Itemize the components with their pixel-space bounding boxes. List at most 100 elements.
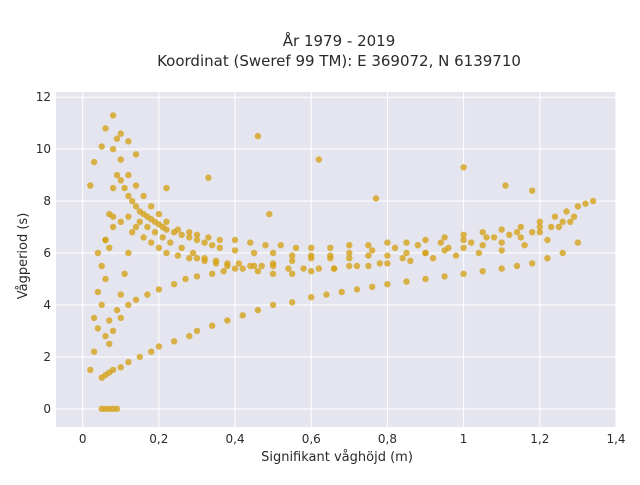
data-point xyxy=(201,255,208,262)
data-point xyxy=(94,288,102,296)
data-point xyxy=(582,200,589,207)
data-point xyxy=(555,223,563,231)
data-point xyxy=(559,218,566,225)
data-point xyxy=(216,244,223,251)
data-point xyxy=(121,184,128,192)
y-axis-label: Vågperiod (s) xyxy=(16,213,31,300)
data-point xyxy=(163,218,170,225)
data-point xyxy=(94,249,102,257)
data-point xyxy=(117,177,125,184)
data-point xyxy=(365,242,372,249)
data-point xyxy=(239,312,246,319)
data-point xyxy=(365,252,372,259)
data-point xyxy=(369,283,376,290)
data-point xyxy=(170,338,178,345)
data-point xyxy=(574,203,582,210)
data-point xyxy=(498,239,505,246)
data-point xyxy=(327,255,334,262)
data-point xyxy=(475,249,483,257)
data-point xyxy=(106,244,113,251)
data-point xyxy=(346,262,353,270)
data-point xyxy=(346,255,353,262)
data-point xyxy=(513,229,521,236)
data-point xyxy=(121,270,128,277)
data-point xyxy=(212,260,220,267)
data-point xyxy=(125,171,132,179)
x-tick-label: 1,4 xyxy=(606,432,625,446)
data-point xyxy=(369,247,376,254)
data-point xyxy=(346,242,353,249)
data-point xyxy=(193,327,201,335)
data-point xyxy=(384,260,391,267)
data-point xyxy=(498,265,505,272)
data-point xyxy=(365,262,372,270)
data-point xyxy=(548,223,555,231)
data-point xyxy=(327,244,334,251)
data-point xyxy=(269,270,277,277)
data-point xyxy=(376,260,383,267)
data-point xyxy=(315,265,323,272)
data-point xyxy=(216,236,223,244)
data-point xyxy=(109,145,117,153)
data-point xyxy=(441,234,448,241)
data-point xyxy=(384,281,391,288)
data-point xyxy=(517,234,524,241)
data-point xyxy=(224,317,231,324)
data-point xyxy=(189,249,197,257)
data-point xyxy=(220,268,227,275)
y-axis-ticks: 0 2 4 6 8 10 12 xyxy=(36,90,51,416)
data-point xyxy=(102,332,109,340)
data-point xyxy=(269,262,277,270)
data-point xyxy=(429,255,437,262)
data-point xyxy=(517,223,524,231)
data-point xyxy=(346,249,353,257)
data-point xyxy=(94,325,102,332)
x-tick-label: 1 xyxy=(460,432,468,446)
data-point xyxy=(125,213,132,220)
data-point xyxy=(125,301,132,309)
data-point xyxy=(209,270,216,277)
data-point xyxy=(460,231,467,238)
data-point xyxy=(136,353,143,361)
x-tick-label: 0,8 xyxy=(378,432,397,446)
data-point xyxy=(125,358,132,366)
data-point xyxy=(589,197,597,205)
data-point xyxy=(90,314,98,322)
data-point xyxy=(250,249,258,257)
x-tick-label: 1,2 xyxy=(530,432,549,446)
grid xyxy=(56,92,617,427)
data-point xyxy=(186,234,193,241)
data-point xyxy=(269,249,277,257)
data-point xyxy=(109,184,117,192)
data-point xyxy=(117,130,125,137)
chart-title: År 1979 - 2019 xyxy=(283,31,396,50)
data-point xyxy=(109,223,117,231)
data-point xyxy=(300,265,307,272)
data-point xyxy=(136,218,143,225)
data-point xyxy=(113,135,121,142)
data-point xyxy=(113,306,121,314)
data-point xyxy=(117,314,125,322)
x-tick-label: 0,2 xyxy=(149,432,168,446)
data-point xyxy=(399,255,406,262)
data-point xyxy=(155,286,163,293)
data-point xyxy=(536,223,543,231)
data-point xyxy=(132,182,140,189)
data-point xyxy=(117,291,125,298)
data-point xyxy=(109,327,117,335)
data-point xyxy=(521,242,528,249)
data-point xyxy=(193,273,201,280)
data-point xyxy=(563,208,570,215)
data-point xyxy=(140,192,147,200)
data-point xyxy=(502,182,509,189)
data-point xyxy=(129,197,136,205)
data-point xyxy=(289,257,296,264)
data-point xyxy=(483,234,490,241)
y-tick-label: 6 xyxy=(43,246,51,260)
data-point xyxy=(262,242,269,249)
data-point xyxy=(117,364,125,371)
data-point xyxy=(98,143,105,150)
data-point xyxy=(544,255,551,262)
data-point xyxy=(258,262,265,270)
data-point xyxy=(90,348,98,355)
